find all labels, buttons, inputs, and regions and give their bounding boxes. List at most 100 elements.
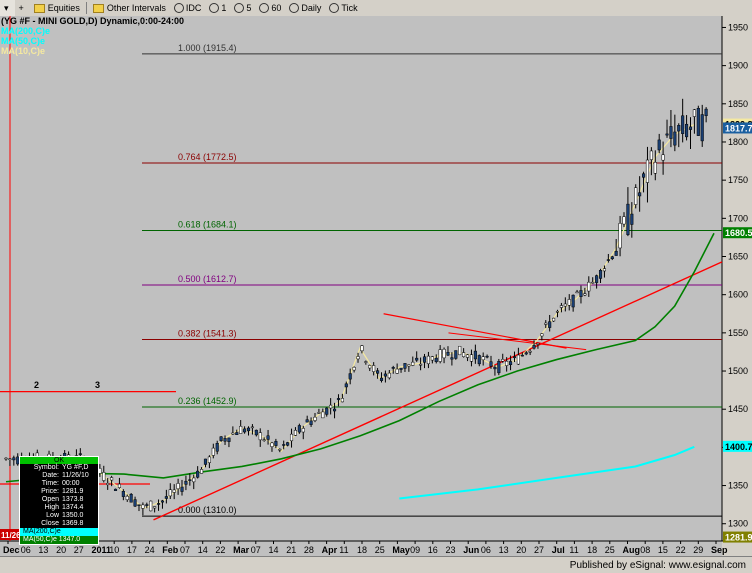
interval-1-button[interactable]: 1 (205, 0, 230, 16)
candle-body (309, 420, 313, 425)
candle-body (125, 495, 129, 501)
time-tick-label: 13 (38, 545, 48, 555)
candle-body (219, 436, 223, 441)
candle-body (548, 321, 552, 328)
chart-title: (YG #F - MINI GOLD,D) Dynamic,0:00-24:00 (1, 16, 185, 26)
candle-body (78, 453, 82, 455)
candle-body (333, 408, 337, 412)
tooltip-row: Symbol: YG #F,D (33, 464, 89, 471)
time-tick-label: 22 (676, 545, 686, 555)
candle-body (196, 470, 200, 478)
folder-icon (92, 3, 104, 13)
candle-body (516, 354, 520, 365)
date-marker-label: 11/26/10 (1, 531, 32, 540)
price-tick-label: 1950 (728, 22, 748, 32)
candle-body (348, 373, 352, 380)
plus-icon: + (18, 3, 24, 13)
ma50-price-tag: 1680.5 (725, 228, 752, 238)
candle-body (372, 365, 376, 372)
candle-body (246, 427, 251, 432)
tooltip-header: OK (20, 457, 98, 464)
candle-body (642, 173, 646, 178)
candle-body (442, 348, 446, 359)
candle-body (153, 506, 157, 509)
candle-body (704, 108, 708, 117)
candle-body (137, 504, 141, 506)
candle-body (211, 447, 215, 456)
clock-icon (289, 3, 300, 13)
candle-body (117, 483, 121, 488)
clock-icon (234, 3, 245, 13)
candle-body (450, 357, 454, 360)
candle-body (614, 250, 618, 256)
candle-body (160, 500, 165, 503)
candle-body (630, 213, 634, 225)
candle-body (677, 125, 681, 132)
candle-body (665, 133, 669, 136)
candle-body (200, 469, 204, 474)
daily-button[interactable]: Daily (285, 0, 325, 16)
candle-body (203, 458, 208, 465)
candle-body (634, 187, 638, 205)
candle-body (419, 363, 423, 366)
ma50-price-tag-bg (723, 227, 752, 239)
candle-body (215, 443, 219, 452)
symbol-dropdown[interactable]: ▾ (0, 0, 15, 16)
tooltip-row: Time: 00:00 (41, 480, 80, 487)
candle-body (102, 472, 106, 481)
time-tick-label: 25 (605, 545, 615, 555)
candle-body (164, 496, 168, 499)
candle-body (176, 483, 180, 490)
chart-area[interactable]: 1300135014001450150015501600165017001750… (0, 16, 752, 556)
ma-line-0 (399, 445, 695, 500)
idc-icon (173, 3, 184, 13)
interval-60-button[interactable]: 60 (255, 0, 285, 16)
other-intervals-button[interactable]: Other Intervals (89, 0, 170, 16)
add-button[interactable]: + (15, 0, 30, 16)
price-tick-label: 1550 (728, 328, 748, 338)
candle-body (501, 359, 505, 362)
candle-body (458, 345, 462, 356)
candle-body (383, 373, 387, 377)
time-tick-label: Jun (463, 545, 479, 555)
candle-body (360, 345, 364, 352)
candle-body (481, 356, 485, 361)
time-tick-label: 11 (569, 545, 578, 555)
price-axis-panel (722, 16, 752, 556)
tick-button[interactable]: Tick (325, 0, 361, 16)
interval-5-button[interactable]: 5 (230, 0, 255, 16)
data-tooltip: OK Symbol: YG #F,D Date: 11/26/10 Time: 00:… (19, 456, 99, 545)
candle-body (559, 305, 563, 308)
price-tick-label: 1600 (728, 290, 748, 300)
candle-body (415, 357, 419, 361)
candle-body (602, 268, 606, 272)
candle-body (391, 367, 395, 369)
candle-body (325, 407, 329, 415)
price-tick-label: 1750 (728, 175, 748, 185)
candle-body (321, 411, 325, 419)
candle-body (524, 352, 528, 355)
candle-body (293, 430, 297, 436)
ma200-price-tag-bg (723, 440, 752, 452)
idc-button[interactable]: IDC (170, 0, 206, 16)
candle-body (270, 442, 274, 447)
tooltip-row: Close 1369.8 (41, 520, 84, 527)
candle-body (113, 488, 118, 491)
tooltip-row: Date: 11/26/10 (42, 472, 89, 479)
candle-body (262, 439, 266, 441)
price-tick-label: 1800 (728, 137, 748, 147)
uptrend-line (153, 261, 723, 521)
price-chart[interactable]: 1300135014001450150015501600165017001750… (0, 16, 752, 556)
candle-body (368, 365, 372, 369)
candle-body (567, 299, 571, 306)
equities-button[interactable]: Equities (30, 0, 84, 16)
time-tick-label: 07 (180, 545, 190, 555)
candle-body (282, 444, 286, 446)
ma200-price-tag: 1400.7 (725, 442, 752, 452)
time-tick-label: 25 (375, 545, 385, 555)
time-tick-label: 07 (251, 545, 261, 555)
candle-body (544, 322, 548, 325)
time-tick-label: Dec (3, 545, 20, 555)
fib0-price-tag: 1281.9 (725, 533, 752, 543)
candle-body (661, 154, 665, 161)
